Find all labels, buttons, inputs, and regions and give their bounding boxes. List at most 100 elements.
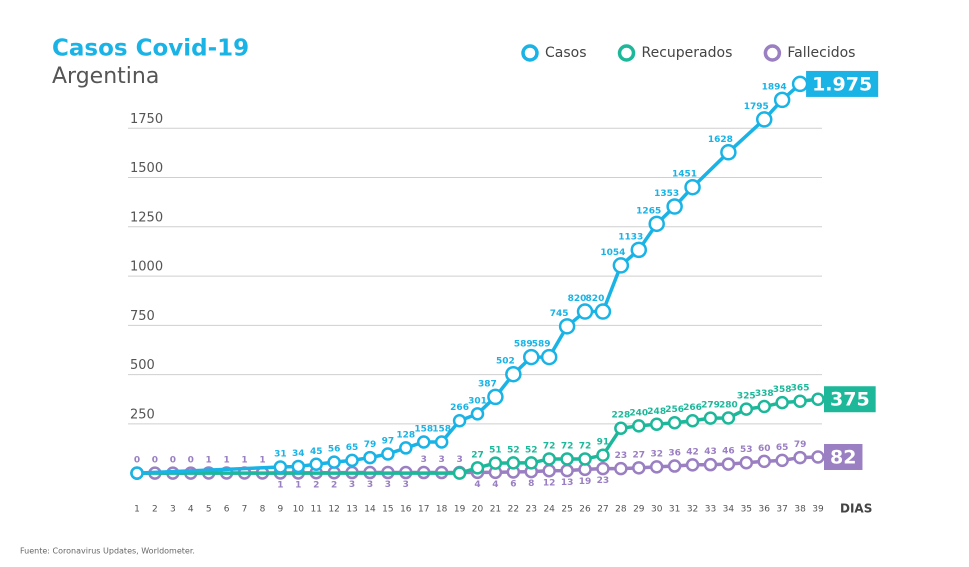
data-point <box>793 394 807 408</box>
legend-marker <box>763 44 782 62</box>
data-point <box>273 460 288 474</box>
data-point <box>811 450 825 464</box>
x-tick-label: 23 <box>526 505 537 515</box>
data-point <box>684 178 701 196</box>
data-point <box>811 392 825 406</box>
data-label: 43 <box>704 447 717 457</box>
end-label-text: 1.975 <box>812 73 872 95</box>
data-point <box>506 456 521 470</box>
x-tick-label: 4 <box>188 505 194 515</box>
data-point <box>578 452 592 466</box>
data-point <box>452 413 467 428</box>
x-tick-label: 35 <box>741 505 752 515</box>
end-label-text: 82 <box>830 446 856 468</box>
data-label: 1 <box>223 455 229 465</box>
data-point <box>560 463 574 478</box>
y-tick-label: 1750 <box>130 112 163 127</box>
data-label: 52 <box>507 445 520 455</box>
data-label: 45 <box>310 447 323 457</box>
x-tick-label: 24 <box>543 505 555 515</box>
data-label: 13 <box>561 478 574 488</box>
x-tick-label: 38 <box>794 505 806 515</box>
data-label: 46 <box>722 447 735 457</box>
x-tick-label: 32 <box>687 505 698 515</box>
end-label: 1.975 <box>806 70 879 97</box>
data-label: 79 <box>794 440 807 450</box>
data-point <box>542 452 556 466</box>
data-point <box>721 411 736 425</box>
data-point <box>488 456 503 470</box>
data-point <box>345 453 359 468</box>
x-tick-label: 8 <box>260 505 266 515</box>
x-tick-label: 33 <box>705 505 716 515</box>
data-label: 3 <box>421 455 427 465</box>
y-tick-label: 500 <box>130 358 155 373</box>
data-point <box>648 215 665 233</box>
end-label-box <box>806 70 879 97</box>
data-label: 1795 <box>744 102 769 112</box>
x-tick-label: 34 <box>723 505 735 515</box>
y-tick-label: 750 <box>130 309 155 324</box>
data-label: 128 <box>396 430 415 440</box>
data-point <box>755 111 773 128</box>
data-label: 6 <box>510 479 516 489</box>
x-tick-label: 20 <box>472 505 484 515</box>
data-point <box>470 407 485 421</box>
x-tick-label: 14 <box>364 505 376 515</box>
x-tick-label: 26 <box>579 505 591 515</box>
end-label: 82 <box>824 443 863 470</box>
data-point <box>757 399 771 414</box>
x-tick-label: 7 <box>242 505 248 515</box>
x-tick-label: 6 <box>224 505 230 515</box>
data-label: 1 <box>241 455 247 465</box>
x-tick-label: 9 <box>278 505 284 515</box>
data-label: 279 <box>701 401 720 411</box>
data-point <box>667 459 682 473</box>
source-note: Fuente: Coronavirus Updates, Worldometer… <box>20 547 195 556</box>
data-label: 56 <box>328 445 341 455</box>
end-label-box <box>824 386 876 413</box>
data-label: 387 <box>478 379 497 389</box>
data-point <box>703 457 718 472</box>
data-label: 1894 <box>762 82 787 92</box>
data-point <box>596 461 610 476</box>
end-label-text: 375 <box>830 389 870 411</box>
data-label: 338 <box>755 389 774 399</box>
data-label: 3 <box>385 480 391 490</box>
data-point <box>594 303 612 320</box>
x-tick-label: 5 <box>206 505 212 515</box>
chart-title: Casos Covid-19 <box>52 36 249 62</box>
x-tick-label: 30 <box>651 505 663 515</box>
data-point <box>381 447 395 461</box>
data-label: 72 <box>579 441 592 451</box>
data-point <box>399 441 413 455</box>
data-label: 4 <box>492 480 498 490</box>
data-label: 2 <box>331 480 337 490</box>
data-point <box>775 453 789 468</box>
data-label: 23 <box>597 476 610 486</box>
data-label: 3 <box>349 480 355 490</box>
data-label: 60 <box>758 444 771 454</box>
data-label: 27 <box>633 450 646 460</box>
data-point <box>666 198 683 215</box>
x-tick-label: 13 <box>346 505 357 515</box>
data-label: 91 <box>597 438 610 448</box>
data-label: 42 <box>686 447 699 457</box>
data-label: 72 <box>543 441 556 451</box>
data-point <box>130 466 144 480</box>
data-point <box>757 454 771 469</box>
legend-label: Recuperados <box>642 45 733 61</box>
data-label: 158 <box>432 425 451 435</box>
data-point <box>703 411 718 425</box>
y-tick-label: 1500 <box>130 161 163 176</box>
data-label: 301 <box>468 396 487 406</box>
x-tick-label: 11 <box>310 505 321 515</box>
y-tick-label: 1000 <box>130 260 163 275</box>
data-point <box>775 395 789 410</box>
data-label: 325 <box>737 392 756 402</box>
legend-label: Fallecidos <box>787 45 855 61</box>
data-label: 27 <box>471 450 484 460</box>
x-tick-label: 16 <box>400 505 412 515</box>
data-label: 589 <box>532 340 551 350</box>
x-tick-label: 15 <box>382 505 393 515</box>
